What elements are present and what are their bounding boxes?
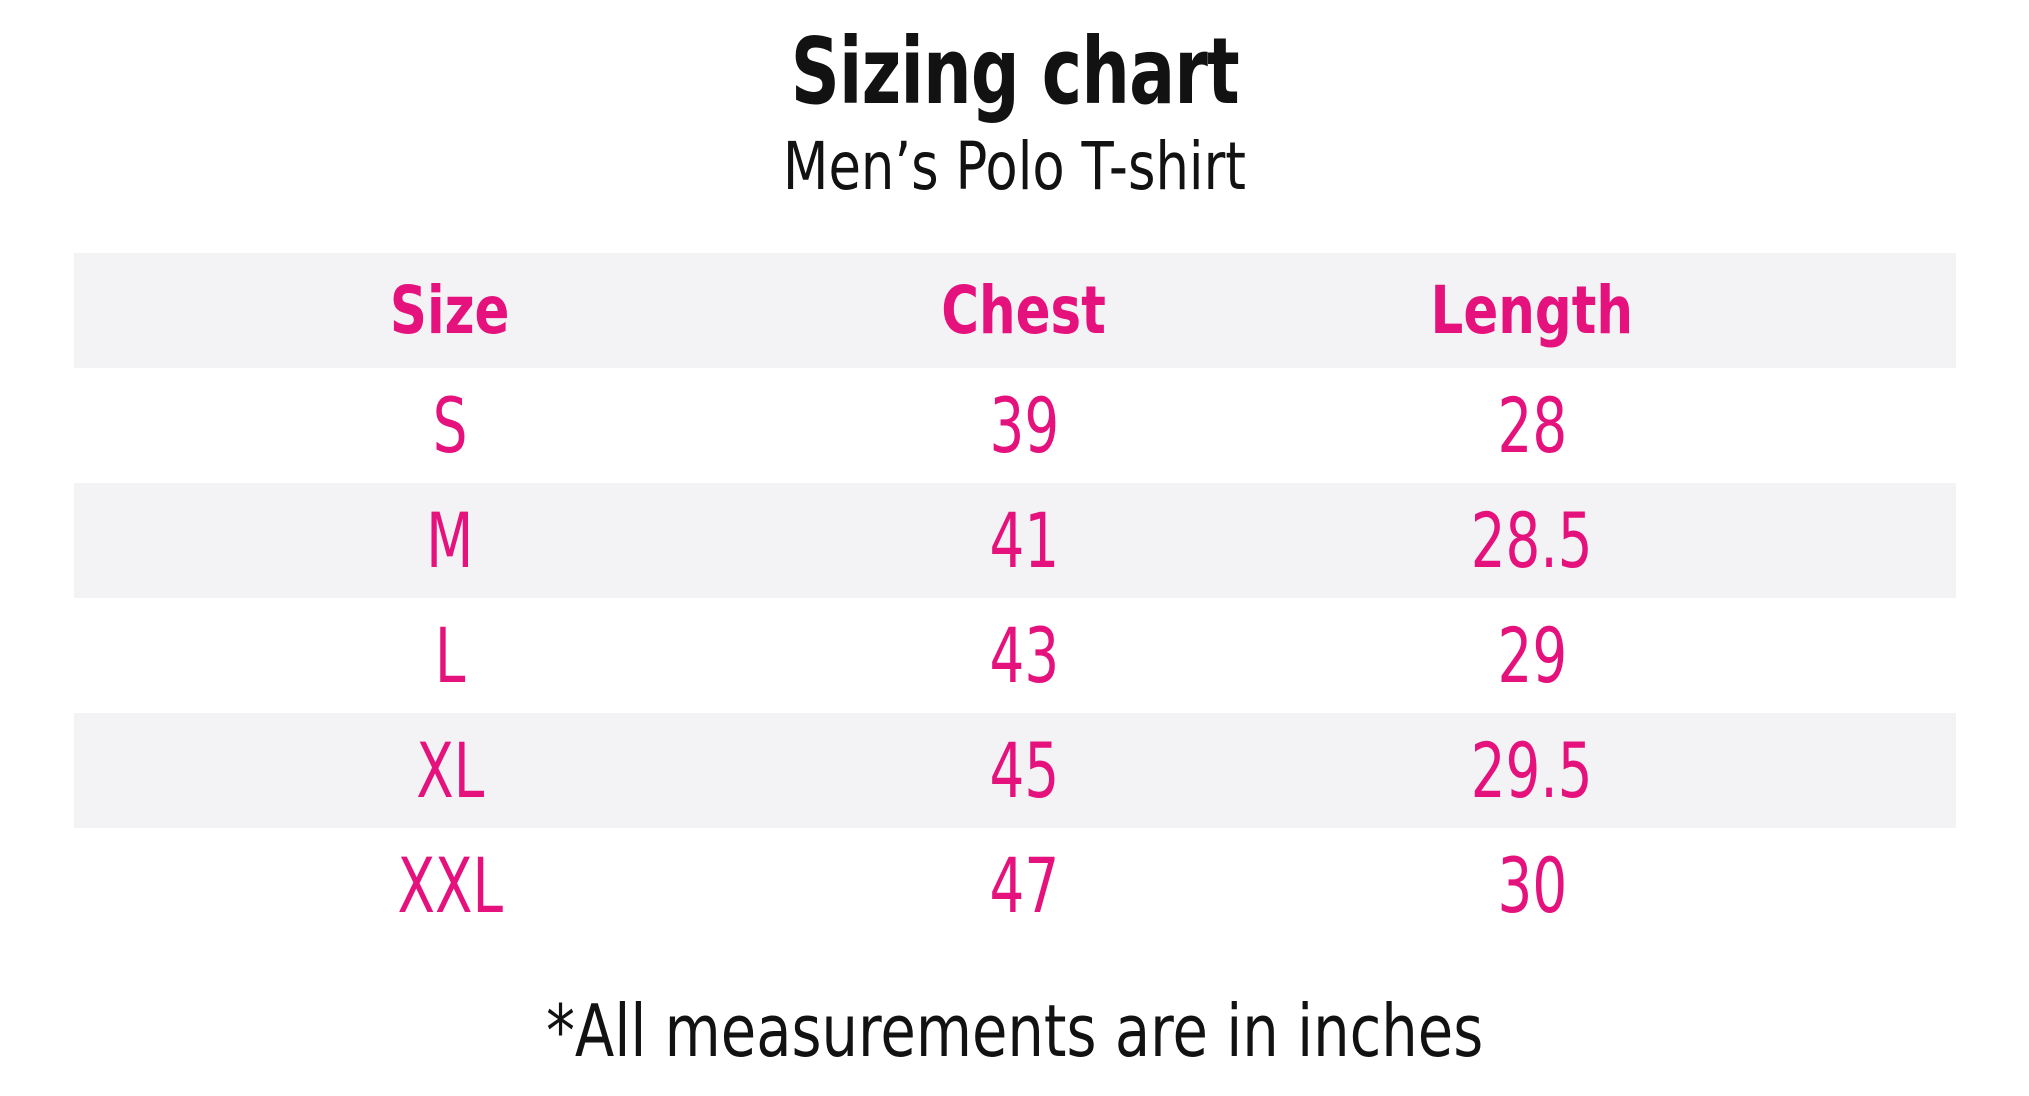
- chest-value-cell: 39: [826, 381, 1221, 470]
- length-value: 28.5: [1471, 496, 1593, 585]
- chest-value: 41: [989, 496, 1059, 585]
- table-row-m: M 41 28.5: [73, 483, 1956, 598]
- size-value-cell: S: [74, 381, 827, 470]
- chest-value: 47: [989, 841, 1059, 930]
- table-row-xl: XL 45 29.5: [73, 713, 1956, 828]
- page-title: Sizing chart: [0, 26, 2029, 118]
- length-value: 29: [1497, 611, 1567, 700]
- length-value-cell: 29.5: [1222, 726, 1843, 815]
- column-header-chest-label: Chest: [941, 272, 1107, 349]
- chest-value: 43: [989, 611, 1059, 700]
- table-body: S 39 28 M 41 28.5 L 43 29 XL 45 29.5 XXL 47 30: [73, 368, 1956, 943]
- table-row-xxl: XXL 47 30: [73, 828, 1956, 943]
- column-header-chest: Chest: [826, 272, 1221, 349]
- table-row-l: L 43 29: [73, 598, 1956, 713]
- chest-value-cell: 47: [826, 841, 1221, 930]
- length-value: 29.5: [1471, 726, 1593, 815]
- size-value-cell: XXL: [74, 841, 827, 930]
- size-value-cell: XL: [74, 726, 827, 815]
- page-subtitle-text: Men’s Polo T-shirt: [782, 128, 1247, 205]
- chest-value: 39: [989, 381, 1059, 470]
- length-value-cell: 29: [1222, 611, 1843, 700]
- size-value: S: [432, 381, 468, 470]
- table-row-s: S 39 28: [73, 368, 1956, 483]
- size-value: XL: [415, 726, 484, 815]
- page-subtitle: Men’s Polo T-shirt: [0, 134, 2029, 200]
- size-value: M: [426, 496, 474, 585]
- size-value: XXL: [397, 841, 503, 930]
- measurements-footnote: *All measurements are in inches: [0, 995, 2029, 1067]
- column-header-size: Size: [74, 272, 827, 349]
- length-value-cell: 28.5: [1222, 496, 1843, 585]
- measurements-footnote-text: *All measurements are in inches: [545, 989, 1484, 1073]
- column-header-size-label: Size: [390, 272, 510, 349]
- length-value-cell: 28: [1222, 381, 1843, 470]
- column-header-length: Length: [1222, 272, 1843, 349]
- chest-value-cell: 43: [826, 611, 1221, 700]
- length-value: 28: [1497, 381, 1567, 470]
- size-value-cell: L: [74, 611, 827, 700]
- chest-value-cell: 45: [826, 726, 1221, 815]
- sizing-table: Size Chest Length S 39 28 M 41 28.5 L 43 29 XL 45 2…: [73, 253, 1956, 943]
- size-value-cell: M: [74, 496, 827, 585]
- length-value-cell: 30: [1222, 841, 1843, 930]
- length-value: 30: [1497, 841, 1567, 930]
- size-value: L: [434, 611, 466, 700]
- page-title-text: Sizing chart: [790, 18, 1239, 125]
- table-header-row: Size Chest Length: [73, 253, 1956, 368]
- chest-value: 45: [989, 726, 1059, 815]
- chest-value-cell: 41: [826, 496, 1221, 585]
- column-header-length-label: Length: [1430, 272, 1634, 349]
